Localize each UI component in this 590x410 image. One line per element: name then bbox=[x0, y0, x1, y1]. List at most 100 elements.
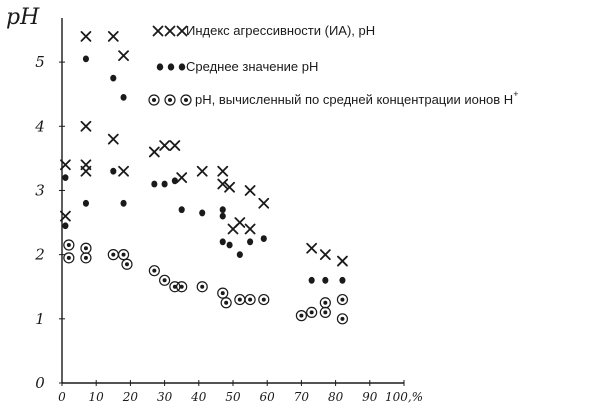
circled-dot-marker-point bbox=[107, 249, 119, 261]
dot-marker-point bbox=[199, 209, 206, 217]
circled-dot-marker-point bbox=[121, 258, 133, 270]
legend-label-calculated-ph-text: pH, вычисленный по средней концентрации … bbox=[195, 92, 513, 107]
dot-marker-point bbox=[260, 235, 267, 242]
legend-x-marker bbox=[164, 25, 176, 37]
circled-dot-marker-point bbox=[159, 274, 171, 286]
x-marker-point bbox=[159, 140, 171, 151]
y-axis-label: pH bbox=[6, 5, 40, 30]
dot-marker-point bbox=[62, 222, 69, 230]
legend-label-superscript: + bbox=[513, 89, 518, 99]
x-tick-label: 10 bbox=[89, 390, 105, 404]
circled-dot-marker-point bbox=[80, 252, 92, 264]
x-marker-point bbox=[306, 242, 318, 254]
x-tick-label: 30 bbox=[157, 390, 173, 404]
legend-label-mean-ph: Среднее значение pH bbox=[186, 59, 318, 74]
y-tick-label: 1 bbox=[35, 310, 45, 328]
x-marker-point bbox=[224, 181, 235, 193]
circled-dot-marker-point bbox=[63, 239, 75, 251]
legend: Индекс агрессивности (ИА), pH Среднее зн… bbox=[148, 23, 518, 107]
circled-dot-marker-point bbox=[176, 281, 188, 293]
dot-marker-icon bbox=[156, 63, 186, 71]
circled-dot-marker-point bbox=[258, 293, 270, 306]
circled-dot-marker-point bbox=[196, 281, 208, 293]
x-marker-point bbox=[227, 223, 239, 235]
x-marker-point bbox=[80, 159, 92, 171]
dot-marker-point bbox=[247, 238, 254, 246]
legend-x-marker bbox=[176, 25, 188, 37]
x-marker-point bbox=[244, 185, 256, 196]
y-tick-label: 3 bbox=[35, 181, 45, 199]
dot-marker-point bbox=[82, 55, 90, 63]
x-marker-icon bbox=[152, 25, 188, 37]
x-marker-point bbox=[258, 197, 270, 209]
x-marker-point bbox=[60, 210, 71, 222]
x-tick-label: 60 bbox=[260, 390, 276, 404]
circled-dot-marker-point bbox=[117, 249, 130, 261]
dot-marker-point bbox=[151, 180, 158, 188]
x-tick-label: 100,% bbox=[385, 390, 423, 404]
legend-dot-marker bbox=[167, 63, 175, 71]
x-marker-point bbox=[196, 165, 208, 177]
circled-dot-marker-point bbox=[80, 242, 92, 254]
ticks: 0 10 20 30 40 50 60 70 80 90 100,% 0 1 2 3 4 5 bbox=[34, 53, 423, 404]
x-marker-point bbox=[118, 50, 129, 62]
circled-dot-marker-point bbox=[306, 306, 318, 318]
x-marker-point bbox=[319, 249, 331, 261]
x-marker-point bbox=[148, 146, 160, 158]
x-marker-point bbox=[217, 178, 229, 190]
x-marker-point bbox=[118, 165, 129, 177]
dot-marker-point bbox=[120, 93, 127, 101]
legend-circled-dot-marker bbox=[180, 94, 192, 106]
legend-dot-marker bbox=[156, 63, 164, 71]
dot-marker-point bbox=[219, 206, 226, 214]
legend-label-aggressivity-index: Индекс агрессивности (ИА), pH bbox=[186, 23, 375, 38]
legend-item-mean-ph: Среднее значение pH bbox=[156, 59, 318, 74]
y-tick-label: 4 bbox=[34, 117, 45, 135]
dot-marker-point bbox=[110, 167, 117, 175]
x-tick-label: 50 bbox=[225, 390, 241, 404]
dot-marker-point bbox=[219, 238, 226, 246]
legend-dot-marker bbox=[178, 63, 186, 71]
x-tick-label: 90 bbox=[362, 390, 378, 404]
dot-marker-point bbox=[171, 177, 178, 185]
legend-circled-dot-marker bbox=[164, 94, 176, 106]
data-marks bbox=[60, 31, 349, 325]
dot-marker-point bbox=[219, 212, 226, 220]
circled-dot-marker-point bbox=[63, 252, 75, 264]
y-tick-label: 0 bbox=[35, 374, 45, 392]
x-marker-point bbox=[176, 172, 188, 184]
circled-dot-marker-point bbox=[336, 293, 349, 306]
circled-dot-marker-point bbox=[234, 293, 246, 306]
circled-dot-marker-point bbox=[319, 297, 331, 309]
dot-marker-point bbox=[322, 276, 329, 284]
x-marker-point bbox=[217, 165, 229, 177]
circled-dot-marker-point bbox=[319, 306, 331, 318]
y-tick-label: 2 bbox=[34, 246, 45, 264]
legend-x-marker bbox=[152, 25, 164, 37]
dot-marker-point bbox=[62, 174, 69, 182]
legend-circled-dot-marker bbox=[148, 94, 160, 106]
x-marker-point bbox=[169, 140, 181, 151]
x-tick-label: 0 bbox=[58, 390, 66, 404]
x-marker-point bbox=[107, 133, 119, 145]
dot-marker-point bbox=[82, 199, 90, 207]
dot-marker-point bbox=[110, 74, 117, 82]
x-tick-label: 80 bbox=[328, 390, 344, 404]
dot-marker-point bbox=[226, 241, 233, 249]
x-tick-label: 70 bbox=[294, 390, 310, 404]
circled-dot-marker-point bbox=[244, 293, 256, 306]
circled-dot-marker-point bbox=[148, 265, 160, 277]
legend-item-calculated-ph: pH, вычисленный по средней концентрации … bbox=[148, 89, 518, 107]
circled-dot-marker-point bbox=[220, 297, 232, 309]
circled-dot-marker-point bbox=[217, 287, 229, 299]
dot-marker-point bbox=[161, 180, 168, 188]
x-tick-label: 20 bbox=[122, 390, 139, 404]
dot-marker-point bbox=[339, 276, 346, 284]
x-marker-point bbox=[80, 31, 92, 42]
circled-dot-marker-point bbox=[295, 310, 307, 322]
dot-marker-point bbox=[308, 276, 315, 284]
x-marker-point bbox=[107, 31, 119, 42]
x-marker-point bbox=[80, 120, 92, 132]
x-marker-point bbox=[244, 223, 256, 235]
